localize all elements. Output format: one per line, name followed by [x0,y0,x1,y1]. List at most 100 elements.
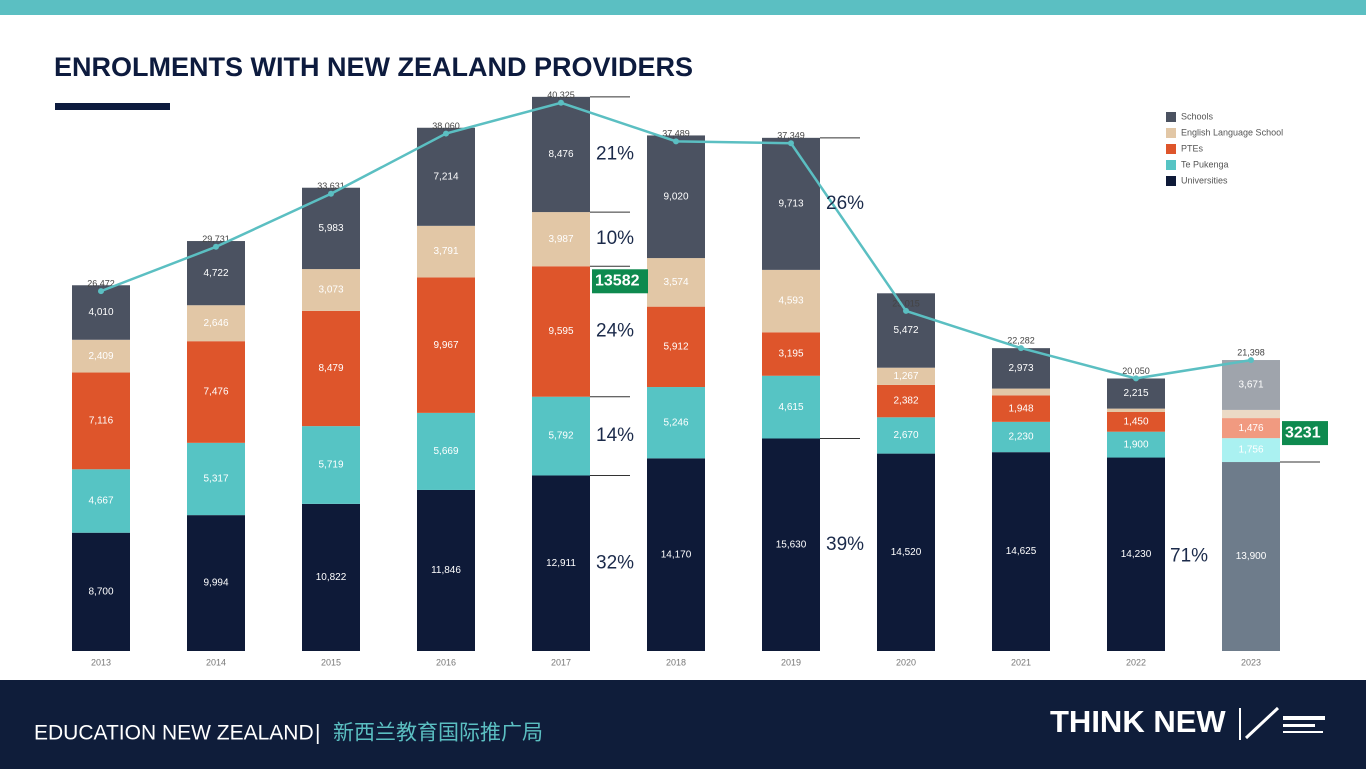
top-strip [0,0,1366,15]
segment-label: 2,382 [893,396,918,407]
segment-label: 8,476 [548,149,573,160]
bar-segment [417,412,475,490]
x-tick-label: 2017 [551,657,571,667]
bar-segment [647,306,705,388]
bar-segment [1107,457,1165,651]
bar-segment [1222,418,1280,439]
segment-label: 5,317 [203,474,228,485]
segment-label: 2,215 [1123,388,1148,399]
total-point [328,190,334,197]
total-point [558,99,564,106]
total-point [1018,345,1024,352]
segment-label: 14,230 [1121,549,1152,560]
chart: 8,700 4,667 7,116 2,409 4,010 2013 26,472 9,994… [72,90,1328,667]
bar-segment [72,285,130,340]
bar-segment [532,266,590,397]
segment-label: 14,625 [1006,546,1037,557]
bar-segment [992,395,1050,422]
bar-segment [72,372,130,470]
bar-segment [992,388,1050,396]
footer-chinese: 新西兰教育国际推广局 [333,722,543,745]
footer-sep: | [315,722,320,745]
segment-label: 12,911 [546,558,576,569]
segment-label: 1,900 [1123,439,1148,450]
total-label: 33,631 [317,181,345,191]
total-label: 38,060 [432,121,460,131]
x-tick-label: 2018 [666,657,686,667]
slide-title: ENROLMENTS WITH NEW ZEALAND PROVIDERS [54,52,693,82]
total-point [443,130,449,137]
bar-segment [1222,438,1280,463]
segment-label: 2,646 [203,318,228,329]
bar-segment [1222,462,1280,651]
segment-label: 7,116 [89,416,114,427]
segment-label: 9,020 [663,191,688,202]
bar-segment [1107,378,1165,409]
total-label: 21,398 [1237,347,1265,357]
annotation: 24% [596,321,634,342]
badge-text: 3231 [1285,424,1321,441]
segment-label: 4,722 [203,268,228,279]
segment-label: 15,630 [776,539,807,550]
bar-segment [762,438,820,651]
footer [0,680,1366,769]
segment-label: 5,472 [893,325,918,336]
annotation: 39% [826,534,864,555]
segment-label: 1,450 [1123,416,1148,427]
segment-label: 1,756 [1238,445,1263,456]
x-tick-label: 2022 [1126,657,1146,667]
badge-text: 13582 [595,273,640,290]
total-point [903,307,909,314]
total-label: 26,472 [87,278,115,288]
segment-label: 11,846 [431,565,461,576]
total-label: 40,325 [547,90,575,100]
segment-label: 8,479 [318,363,343,374]
bar-segment [762,137,820,270]
logo-mark [1283,724,1315,727]
segment-label: 13,900 [1236,551,1267,562]
segment-label: 4,593 [778,296,803,307]
segment-label: 2,230 [1008,432,1033,443]
bar-segment [992,348,1050,389]
segment-label: 2,670 [893,430,918,441]
x-tick-label: 2014 [206,657,226,667]
legend-text: English Language School [1181,127,1283,137]
segment-label: 9,595 [548,326,573,337]
bar-segment [762,269,820,333]
segment-label: 3,791 [433,246,458,257]
segment-label: 3,671 [1238,380,1263,391]
total-point [673,138,679,145]
bar-segment [187,442,245,516]
bar-segment [1107,408,1165,412]
bar-segment [187,341,245,443]
segment-label: 4,667 [88,496,113,507]
segment-label: 4,010 [88,307,113,318]
x-tick-label: 2019 [781,657,801,667]
bar-segment [532,96,590,213]
legend-text: Te Pukenga [1181,159,1229,169]
bar-segment [302,310,360,427]
segment-label: 2,409 [88,351,113,362]
segment-label: 7,476 [203,387,228,398]
bar-segment [417,489,475,651]
total-label: 37,489 [662,129,690,139]
x-tick-label: 2013 [91,657,111,667]
bar-segment [762,375,820,439]
title-underline [55,103,170,110]
legend-text: Universities [1181,175,1228,185]
segment-label: 9,713 [778,199,803,210]
total-label: 20,050 [1122,366,1150,376]
legend-swatch [1166,160,1176,170]
bar-segment [302,187,360,270]
annotation: 26% [826,193,864,214]
segment-label: 1,948 [1008,403,1033,414]
bar-segment [187,305,245,342]
x-tick-label: 2023 [1241,657,1261,667]
legend-swatch [1166,112,1176,122]
logo-mark [1283,716,1325,720]
logo: THINK NEW [1050,704,1226,739]
x-tick-label: 2021 [1011,657,1031,667]
total-label: 25,015 [892,298,920,308]
bar-segment [302,426,360,504]
